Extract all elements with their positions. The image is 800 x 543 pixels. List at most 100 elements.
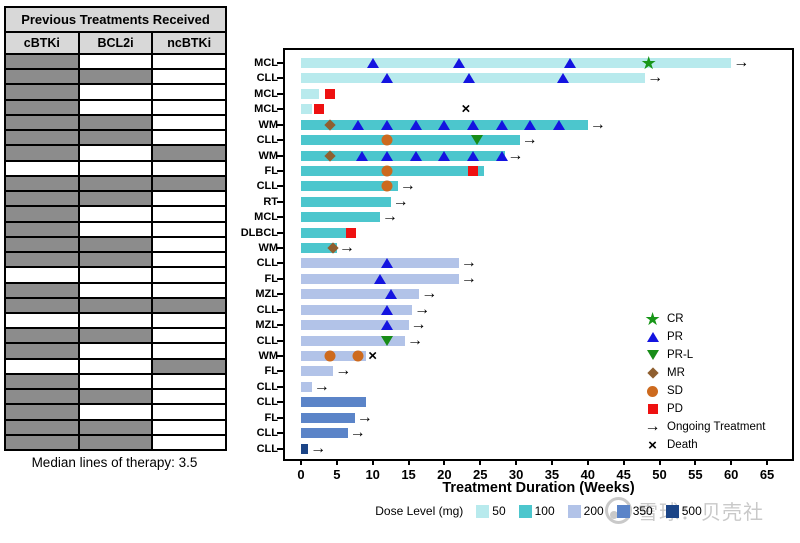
pr-marker-icon: [381, 150, 394, 161]
legend-marker-box: [645, 347, 660, 363]
treatment-received-cell: [6, 146, 80, 160]
x-tick-label: 65: [759, 467, 775, 482]
y-tick: [277, 62, 283, 64]
ongoing-treatment-marker-icon: →: [589, 115, 606, 133]
dose-level-label: 350: [632, 504, 653, 518]
table-row: [6, 298, 226, 314]
treatment-not-received-cell: [80, 313, 154, 328]
y-axis-label-mcl: MCL: [254, 211, 278, 224]
dose-level-item-500: 500: [665, 504, 702, 518]
pr-marker-icon: [524, 119, 537, 130]
ongoing-treatment-marker-icon: →: [356, 408, 373, 426]
dose-color-swatch: [616, 504, 630, 518]
table-row: [6, 390, 225, 406]
treatment-not-received-cell: [80, 283, 154, 297]
treatment-received-cell: [153, 146, 226, 160]
legend-item-pr-l: PR-L: [645, 347, 693, 363]
dose-level-item-100: 100: [518, 504, 555, 518]
y-axis-label-cll: CLL: [256, 257, 278, 270]
y-tick: [277, 231, 283, 234]
mr-marker-icon: [646, 367, 659, 379]
y-tick: [277, 247, 283, 250]
x-tick-label: 50: [652, 467, 667, 482]
swimmer-bar: [301, 366, 334, 377]
legend-item-death: × Death: [645, 437, 698, 453]
treatment-received-cell: [6, 435, 80, 450]
ongoing-treatment-marker-icon: →: [733, 54, 750, 71]
legend-label: Death: [667, 439, 698, 451]
pr-marker-icon: [381, 304, 394, 315]
y-axis-label-mzl: MZL: [255, 319, 278, 332]
y-tick: [277, 108, 283, 111]
table-row: [6, 115, 225, 132]
treatment-received-cell: [79, 192, 154, 206]
table-row: [6, 85, 225, 101]
y-tick: [277, 200, 283, 203]
swimmer-bar: [301, 227, 355, 238]
table-row: [6, 329, 225, 345]
y-tick: [277, 139, 283, 142]
swimmer-bar: [301, 104, 312, 115]
dose-level-legend: Dose Level (mg) 50 100 200 350 500: [283, 504, 794, 518]
treatment-received-cell: [6, 344, 80, 358]
death-marker-icon: ×: [461, 100, 471, 118]
table-row: [6, 253, 225, 269]
dose-color-swatch: [665, 504, 679, 518]
treatment-received-cell: [79, 253, 154, 267]
table-row: [6, 207, 225, 223]
y-axis-label-cll: CLL: [256, 180, 278, 193]
pr-marker-icon: [373, 273, 386, 284]
y-axis-label-mcl: MCL: [254, 57, 278, 69]
treatment-not-received-cell: [80, 359, 154, 373]
table-row: [6, 435, 225, 450]
treatment-received-cell: [153, 298, 226, 312]
treatment-received-cell: [79, 420, 154, 434]
ongoing-treatment-marker-icon: →: [338, 239, 355, 257]
x-tick-label: 25: [473, 467, 488, 482]
legend-label: MR: [667, 367, 685, 379]
treatment-not-received-cell: [80, 344, 154, 358]
y-tick: [277, 339, 283, 342]
pr-marker-icon: [381, 73, 394, 84]
y-tick: [277, 77, 283, 80]
y-tick: [277, 401, 283, 404]
treatment-received-cell: [79, 390, 154, 404]
table-row: [6, 55, 225, 71]
x-tick: [515, 459, 518, 465]
treatment-received-cell: [6, 100, 80, 114]
pr-marker-icon: [452, 58, 465, 68]
x-tick-label: 40: [580, 467, 596, 482]
x-tick: [622, 459, 625, 465]
swimmer-bar: [301, 58, 732, 68]
treatment-received-cell: [6, 420, 80, 434]
table-row: [6, 222, 225, 238]
sd-marker-icon: [381, 165, 393, 177]
treatment-received-cell: [79, 115, 154, 130]
ongoing-treatment-marker-icon: →: [410, 316, 427, 334]
pr-marker-icon: [366, 58, 379, 68]
sd-marker-icon: [381, 180, 393, 192]
pr-l-marker-icon: [381, 335, 394, 346]
treatment-received-cell: [6, 131, 80, 145]
legend-marker-box: [645, 383, 660, 399]
table-row: [6, 420, 225, 436]
dose-color-swatch: [476, 504, 490, 518]
y-axis-label-fl: FL: [264, 164, 278, 177]
pd-marker-icon: [324, 88, 335, 99]
dose-level-item-50: 50: [476, 504, 506, 518]
legend-item-mr: MR: [645, 365, 685, 381]
y-axis-label-fl: FL: [264, 411, 278, 424]
y-tick: [277, 216, 283, 219]
treatment-not-received-cell: [6, 161, 80, 175]
y-axis-label-mcl: MCL: [254, 87, 278, 100]
sd-marker-icon: [647, 385, 658, 397]
pr-marker-icon: [553, 119, 566, 130]
x-tick-label: 35: [544, 467, 560, 482]
legend-marker-box: →: [645, 419, 661, 435]
ongoing-treatment-marker-icon: →: [421, 285, 438, 303]
legend-label: PR: [667, 331, 683, 343]
swimmer-bar: [301, 412, 355, 423]
pr-marker-icon: [381, 258, 394, 269]
swimmer-bar: [301, 243, 337, 254]
treatment-not-received-cell: [80, 222, 154, 236]
